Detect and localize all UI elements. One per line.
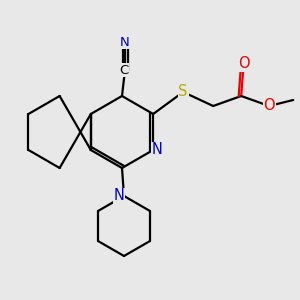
Text: N: N: [152, 142, 163, 158]
Text: S: S: [178, 83, 188, 98]
Text: O: O: [238, 56, 250, 71]
Text: N: N: [114, 188, 124, 203]
Text: C: C: [119, 64, 129, 76]
Text: O: O: [263, 98, 275, 113]
Text: N: N: [120, 35, 130, 49]
